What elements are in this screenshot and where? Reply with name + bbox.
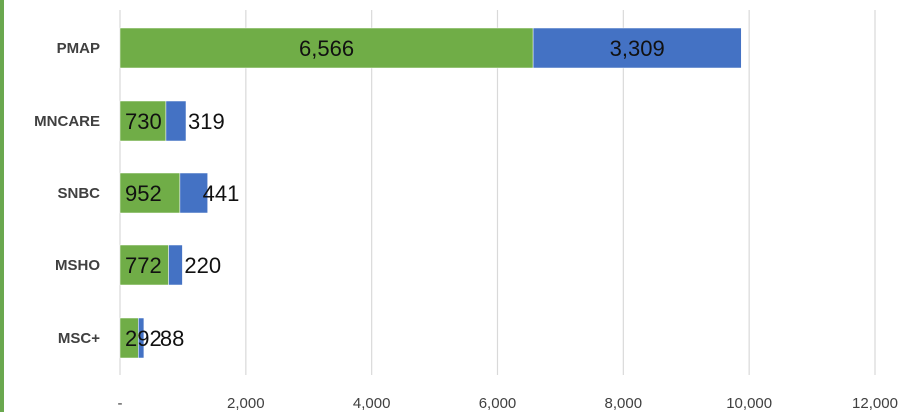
bar-s1-1 [165, 100, 187, 142]
category-label-1: MNCARE [34, 113, 100, 130]
left-border [0, 0, 4, 412]
x-tick-label-4: 8,000 [605, 395, 643, 412]
x-tick-label-2: 4,000 [353, 395, 391, 412]
data-label-s0-1: 730 [125, 109, 162, 134]
category-label-4: MSC+ [58, 330, 100, 347]
bar-s1-2 [179, 172, 208, 214]
data-label-s0-2: 952 [125, 181, 162, 206]
bar-s1-3 [168, 244, 183, 286]
data-label-s1-2: 441 [203, 181, 240, 206]
data-label-s1-0: 3,309 [610, 36, 665, 61]
category-label-2: SNBC [57, 185, 100, 202]
category-labels: PMAP MNCARE SNBC MSHO MSC+ [34, 40, 100, 347]
x-tick-label-0: - [118, 395, 123, 412]
x-tick-label-6: 12,000 [852, 395, 898, 412]
x-tick-label-1: 2,000 [227, 395, 265, 412]
x-tick-labels: - 2,000 4,000 6,000 8,000 10,000 12,000 [118, 395, 898, 412]
bars [119, 27, 742, 359]
bar-s0-2 [119, 172, 181, 214]
data-label-s0-0: 6,566 [299, 36, 354, 61]
category-label-0: PMAP [57, 40, 100, 57]
data-label-s1-4: 88 [160, 326, 184, 351]
bar-s0-3 [119, 244, 169, 286]
data-label-s0-4: 292 [125, 326, 162, 351]
category-label-3: MSHO [55, 257, 100, 274]
bar-s1-0 [532, 27, 742, 69]
data-label-s0-3: 772 [125, 253, 162, 278]
x-tick-label-5: 10,000 [726, 395, 772, 412]
gridlines [119, 10, 876, 375]
x-tick-label-3: 6,000 [479, 395, 517, 412]
bar-s0-0 [119, 27, 534, 69]
bar-s1-4 [138, 317, 145, 359]
data-label-s1-3: 220 [184, 253, 221, 278]
data-label-s1-1: 319 [188, 109, 225, 134]
bar-s0-1 [119, 100, 167, 142]
